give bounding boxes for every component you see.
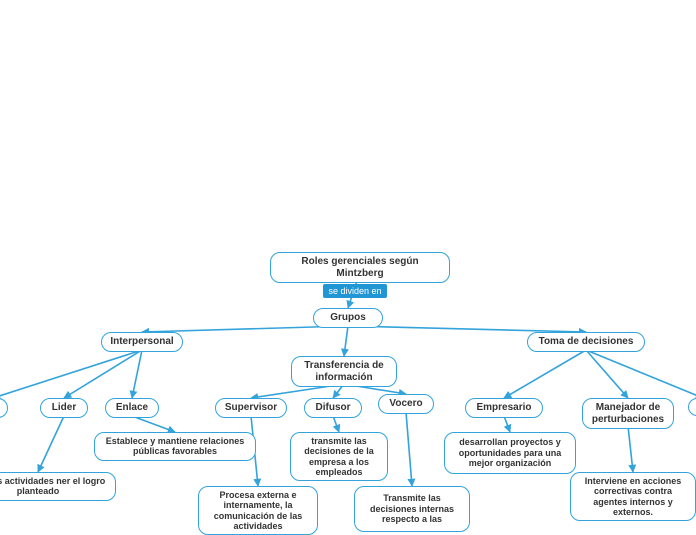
node-enlace: Enlace [105, 398, 159, 418]
node-root: Roles gerenciales según Mintzberg [270, 252, 450, 283]
node-stra-partial: stra las actividades ner el logro plante… [0, 472, 116, 501]
node-lider: Lider [40, 398, 88, 418]
node-desarrollan: desarrollan proyectos y oportunidades pa… [444, 432, 576, 474]
node-transmite-int: Transmite las decisiones internas respec… [354, 486, 470, 532]
node-interpersonal: Interpersonal [101, 332, 183, 352]
node-transmite-dec: transmite las decisiones de la empresa a… [290, 432, 388, 481]
node-manejador: Manejador de perturbaciones [582, 398, 674, 429]
node-establece: Establece y mantiene relaciones públicas… [94, 432, 256, 461]
node-supervisor: Supervisor [215, 398, 287, 418]
edge-label-dividen: se dividen en [323, 284, 387, 298]
node-difusor: Difusor [304, 398, 362, 418]
node-interviene: Interviene en acciones correctivas contr… [570, 472, 696, 521]
node-empresario: Empresario [465, 398, 543, 418]
node-vocero: Vocero [378, 394, 434, 414]
node-procesa: Procesa externa e internamente, la comun… [198, 486, 318, 535]
node-grupos: Grupos [313, 308, 383, 328]
node-transferencia: Transferencia de información [291, 356, 397, 387]
node-toma: Toma de decisiones [527, 332, 645, 352]
